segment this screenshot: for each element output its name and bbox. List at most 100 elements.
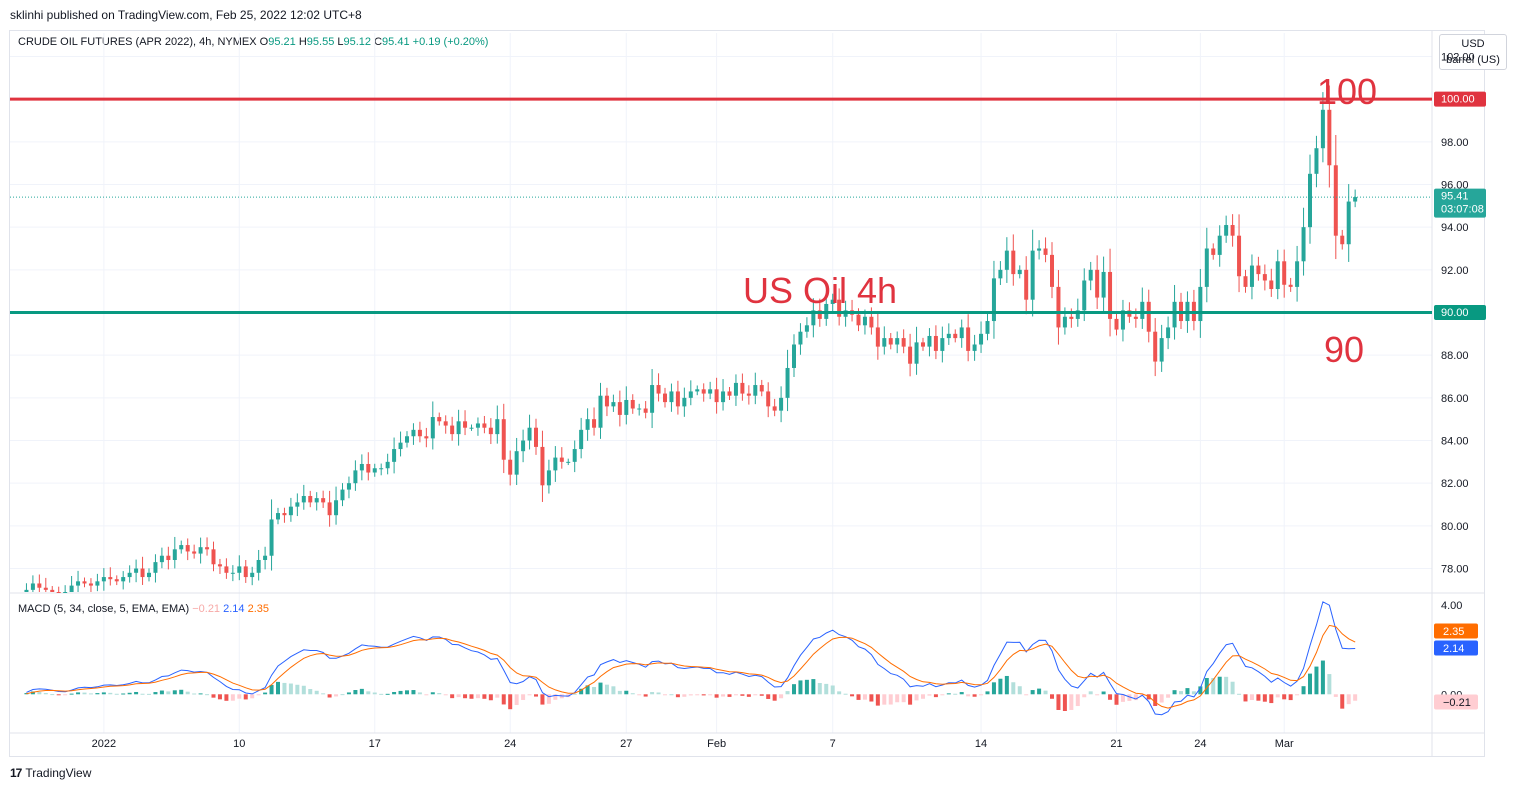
candle-up bbox=[650, 385, 655, 413]
support-price-badge: 90.00 bbox=[1434, 305, 1486, 320]
candle-down bbox=[908, 346, 913, 364]
macd-histogram-bar bbox=[359, 688, 364, 695]
candle-down bbox=[450, 425, 455, 435]
time-tick-label: 17 bbox=[369, 738, 381, 750]
macd-histogram-bar bbox=[959, 692, 964, 695]
candle-up bbox=[798, 331, 803, 345]
macd-histogram-bar bbox=[1030, 690, 1035, 695]
macd-histogram-bar bbox=[1217, 676, 1222, 695]
candle-up bbox=[1224, 225, 1229, 236]
macd-histogram-bar bbox=[56, 694, 61, 696]
candle-up bbox=[1314, 148, 1319, 174]
resistance-price-badge-text: 100.00 bbox=[1441, 94, 1475, 106]
candle-up bbox=[256, 559, 261, 573]
candle-down bbox=[869, 316, 874, 328]
candle-up bbox=[134, 568, 139, 573]
macd-histogram-bar bbox=[276, 681, 280, 695]
candle-up bbox=[998, 269, 1003, 279]
macd-histogram-bar bbox=[733, 694, 738, 696]
macd-histogram-bar bbox=[843, 693, 848, 695]
candle-down bbox=[1153, 331, 1158, 362]
candle-up bbox=[1062, 316, 1067, 328]
macd-histogram-bar bbox=[217, 694, 222, 700]
candle-down bbox=[559, 457, 564, 462]
macd-histogram-bar bbox=[585, 685, 590, 695]
macd-histogram-bar bbox=[998, 678, 1003, 695]
macd-histogram-bar bbox=[211, 694, 216, 698]
macd-histogram-bar bbox=[624, 690, 629, 695]
candle-down bbox=[1146, 301, 1151, 332]
macd-histogram-bar bbox=[108, 692, 113, 695]
macd-histogram-bar bbox=[1159, 694, 1164, 703]
candle-up bbox=[469, 427, 474, 429]
macd-histogram-bar bbox=[1043, 690, 1048, 695]
macd-histogram-bar bbox=[895, 694, 900, 703]
candle-up bbox=[346, 483, 351, 490]
macd-histogram-bar bbox=[463, 694, 468, 699]
macd-histogram-bar bbox=[979, 694, 984, 696]
candle-up bbox=[914, 342, 919, 364]
candle-up bbox=[1172, 301, 1177, 328]
macd-histogram-bar bbox=[527, 694, 532, 696]
candle-down bbox=[1024, 269, 1029, 300]
candle-up bbox=[288, 506, 293, 516]
macd-histogram-bar bbox=[688, 694, 693, 696]
price-tick-label: 82.00 bbox=[1441, 478, 1469, 490]
candle-up bbox=[1353, 197, 1358, 202]
macd-histogram-bar bbox=[546, 694, 551, 704]
candle-up bbox=[392, 449, 397, 462]
macd-histogram-bar bbox=[875, 694, 880, 706]
macd-histogram-bar bbox=[798, 680, 803, 695]
macd-histogram-bar bbox=[514, 694, 519, 705]
macd-histogram-bar bbox=[327, 694, 332, 698]
symbol-name: CRUDE OIL FUTURES (APR 2022), 4h, NYMEX bbox=[18, 36, 257, 48]
macd-histogram-bar bbox=[869, 694, 874, 702]
macd-histogram-bar bbox=[1327, 674, 1332, 695]
macd-histogram-bar bbox=[1262, 694, 1267, 702]
macd-histogram-bar bbox=[1095, 694, 1100, 696]
macd-histogram-bar bbox=[1050, 694, 1054, 699]
macd-histogram-bar bbox=[1301, 686, 1306, 695]
macd-signal-value: 2.35 bbox=[247, 603, 270, 615]
candle-up bbox=[946, 333, 951, 339]
candle-up bbox=[979, 333, 984, 345]
macd-histogram-bar bbox=[295, 684, 300, 695]
unit-selector[interactable]: USD barrel (US) bbox=[1439, 34, 1507, 70]
candle-up bbox=[456, 421, 461, 435]
macd-histogram-bar bbox=[69, 693, 74, 695]
candle-up bbox=[1204, 248, 1209, 287]
macd-histogram-bar bbox=[1288, 694, 1293, 701]
macd-histogram-bar bbox=[101, 692, 106, 695]
candle-down bbox=[185, 545, 190, 552]
candle-down bbox=[108, 577, 113, 580]
candle-up bbox=[1346, 201, 1351, 245]
macd-histogram-bar bbox=[1127, 694, 1132, 701]
candle-up bbox=[985, 321, 990, 334]
footer-brand[interactable]: 17 TradingView bbox=[10, 766, 91, 780]
candle-up bbox=[1140, 301, 1145, 319]
macd-histogram-bar bbox=[37, 692, 42, 695]
candle-down bbox=[817, 310, 822, 319]
candle-up bbox=[669, 391, 674, 403]
candle-up bbox=[153, 562, 158, 573]
candle-up bbox=[792, 344, 796, 368]
candle-up bbox=[1166, 327, 1171, 339]
candle-up bbox=[585, 419, 590, 430]
macd-histogram-bar bbox=[579, 688, 584, 695]
macd-histogram-bar bbox=[450, 694, 455, 699]
candle-up bbox=[940, 338, 945, 351]
macd-histogram-bar bbox=[953, 693, 958, 695]
candle-down bbox=[643, 408, 648, 413]
macd-histogram-bar bbox=[340, 694, 345, 696]
candle-up bbox=[959, 327, 964, 339]
candle-down bbox=[1056, 286, 1061, 328]
candle-up bbox=[895, 338, 900, 345]
time-tick-label: 2022 bbox=[92, 738, 116, 750]
candle-down bbox=[772, 406, 777, 411]
candle-down bbox=[592, 419, 597, 428]
candle-up bbox=[579, 429, 584, 450]
macd-histogram-bar bbox=[804, 679, 809, 695]
macd-histogram-bar bbox=[830, 685, 835, 695]
macd-histogram-bar bbox=[540, 694, 545, 705]
